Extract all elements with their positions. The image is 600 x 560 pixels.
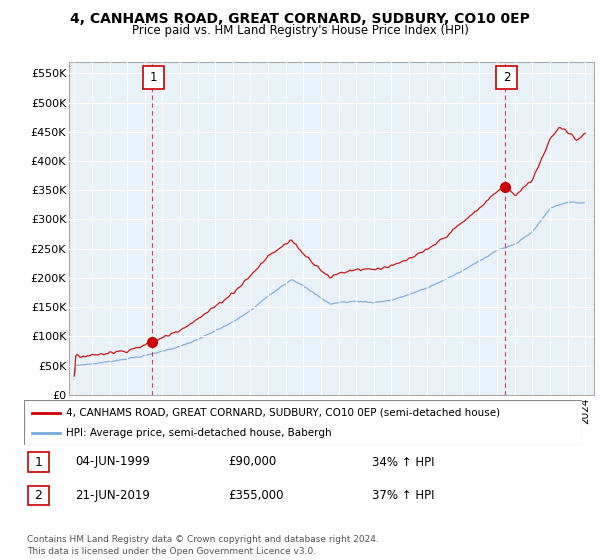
Text: 34% ↑ HPI: 34% ↑ HPI bbox=[372, 455, 434, 469]
Text: £355,000: £355,000 bbox=[228, 489, 284, 502]
FancyBboxPatch shape bbox=[28, 486, 49, 505]
FancyBboxPatch shape bbox=[28, 452, 49, 472]
Text: Contains HM Land Registry data © Crown copyright and database right 2024.
This d: Contains HM Land Registry data © Crown c… bbox=[27, 535, 379, 556]
FancyBboxPatch shape bbox=[143, 66, 164, 89]
Text: HPI: Average price, semi-detached house, Babergh: HPI: Average price, semi-detached house,… bbox=[66, 428, 331, 438]
Text: 04-JUN-1999: 04-JUN-1999 bbox=[75, 455, 150, 469]
Text: 2: 2 bbox=[34, 489, 43, 502]
Text: 21-JUN-2019: 21-JUN-2019 bbox=[75, 489, 150, 502]
Text: 2: 2 bbox=[503, 71, 510, 84]
FancyBboxPatch shape bbox=[24, 400, 582, 445]
Text: 4, CANHAMS ROAD, GREAT CORNARD, SUDBURY, CO10 0EP (semi-detached house): 4, CANHAMS ROAD, GREAT CORNARD, SUDBURY,… bbox=[66, 408, 500, 418]
Text: 1: 1 bbox=[149, 71, 157, 84]
Text: £90,000: £90,000 bbox=[228, 455, 276, 469]
FancyBboxPatch shape bbox=[496, 66, 517, 89]
Text: 1: 1 bbox=[34, 455, 43, 469]
Text: 4, CANHAMS ROAD, GREAT CORNARD, SUDBURY, CO10 0EP: 4, CANHAMS ROAD, GREAT CORNARD, SUDBURY,… bbox=[70, 12, 530, 26]
Text: 37% ↑ HPI: 37% ↑ HPI bbox=[372, 489, 434, 502]
Text: Price paid vs. HM Land Registry's House Price Index (HPI): Price paid vs. HM Land Registry's House … bbox=[131, 24, 469, 37]
